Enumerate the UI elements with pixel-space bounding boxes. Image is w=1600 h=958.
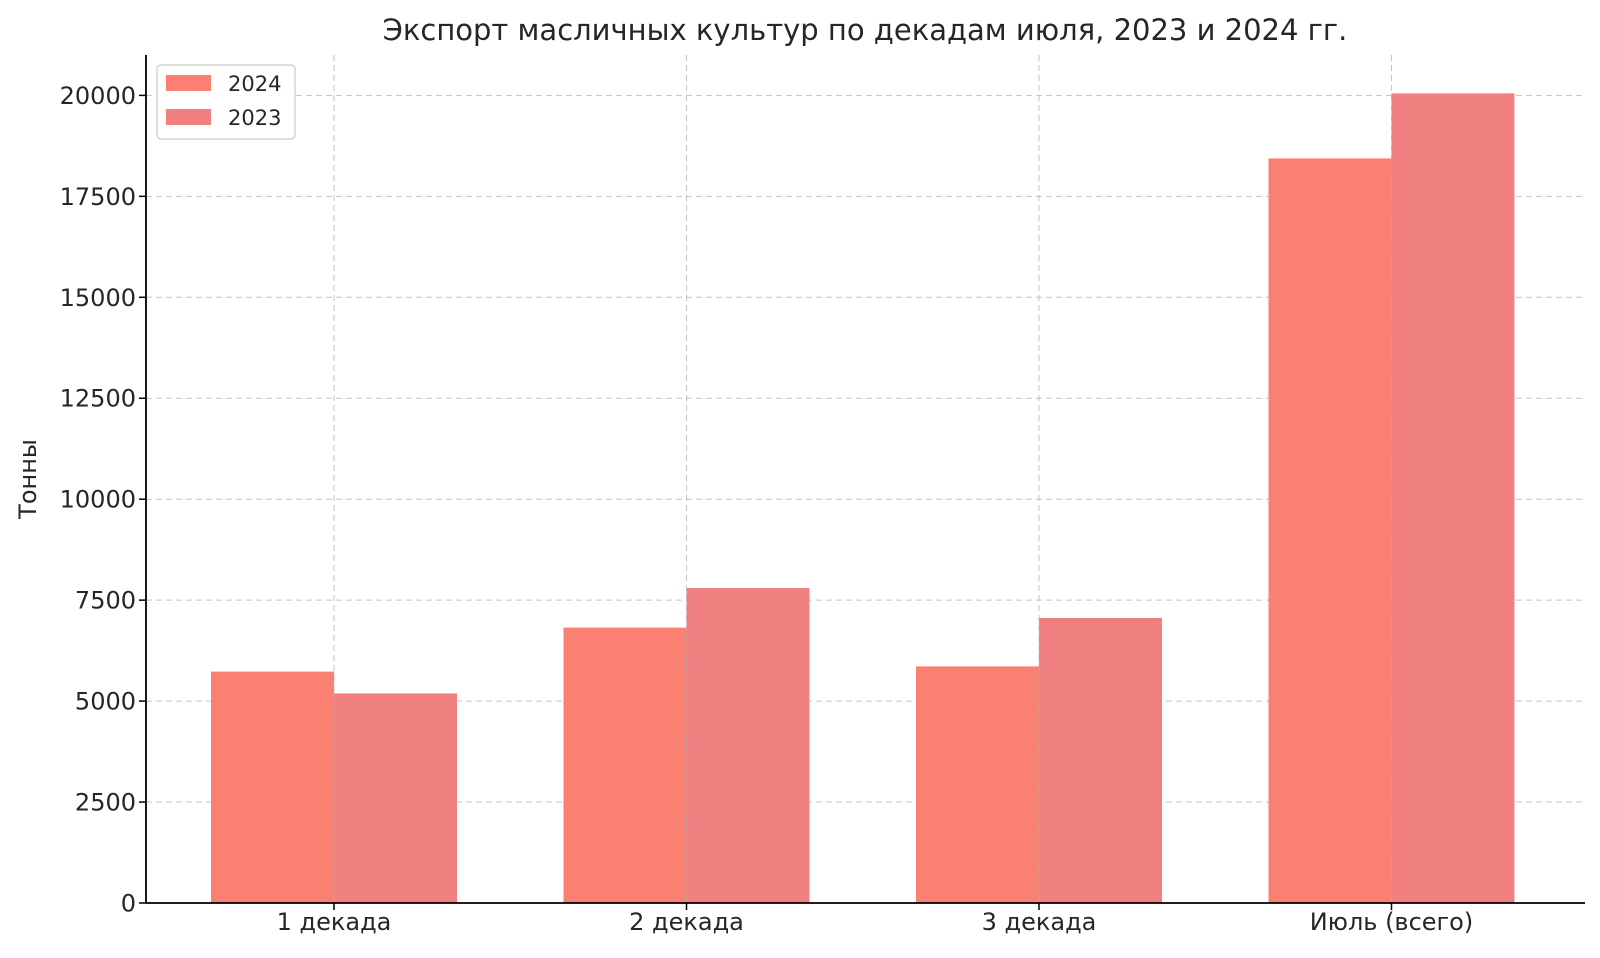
y-tick-label: 7500 <box>75 587 136 615</box>
bars <box>211 93 1515 903</box>
legend-label-2024: 2024 <box>228 72 281 96</box>
y-tick-label: 17500 <box>60 183 136 211</box>
bar-2024-3 <box>916 666 1039 903</box>
y-tick-label: 5000 <box>75 688 136 716</box>
y-tick-label: 12500 <box>60 385 136 413</box>
vertical-grid <box>333 55 1392 903</box>
y-tick-label: 20000 <box>60 82 136 110</box>
x-ticks: 1 декада 2 декада 3 декада Июль (всего) <box>277 903 1473 936</box>
y-ticks: 0 2500 5000 7500 10000 12500 15000 17500 20000 <box>60 82 146 918</box>
legend-label-2023: 2023 <box>228 106 281 130</box>
y-tick-label: 2500 <box>75 789 136 817</box>
legend-swatch-2023 <box>166 109 211 125</box>
y-tick-label: 0 <box>121 890 136 918</box>
y-tick-label: 10000 <box>60 486 136 514</box>
bar-2024-1 <box>211 671 334 903</box>
x-tick-label: 1 декада <box>277 908 392 936</box>
bar-2023-1 <box>334 693 457 903</box>
chart-title: Экспорт масличных культур по декадам июл… <box>383 13 1348 47</box>
legend: 2024 2023 <box>156 64 296 140</box>
y-tick-label: 15000 <box>60 284 136 312</box>
bar-2023-4 <box>1391 93 1515 903</box>
x-tick-label: 3 декада <box>982 908 1097 936</box>
x-tick-label: Июль (всего) <box>1310 908 1473 936</box>
bar-2024-4 <box>1268 158 1392 903</box>
bar-2023-2 <box>686 588 810 903</box>
y-axis-label: Тонны <box>14 439 42 520</box>
x-tick-label: 2 декада <box>629 908 744 936</box>
bar-2023-3 <box>1039 617 1162 903</box>
legend-swatch-2024 <box>166 75 211 91</box>
bar-2024-2 <box>563 627 687 903</box>
